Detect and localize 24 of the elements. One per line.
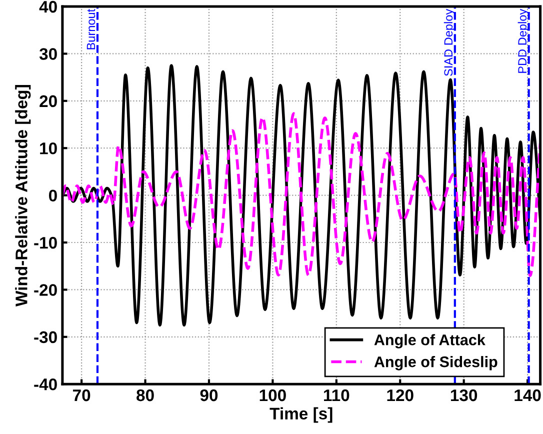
legend-label: Angle of Sideslip bbox=[374, 356, 498, 370]
y-tick-label: -10 bbox=[34, 236, 57, 249]
ref-line-label: PDD Deploy bbox=[518, 8, 529, 73]
x-axis-title: Time [s] bbox=[270, 407, 332, 423]
ref-line-label: Burnout bbox=[86, 8, 96, 50]
y-tick-label: 0 bbox=[48, 190, 57, 202]
x-tick-label: 90 bbox=[200, 389, 218, 402]
x-tick-label: 140 bbox=[514, 389, 541, 402]
x-tick-label: 120 bbox=[387, 389, 414, 402]
y-tick-label: 40 bbox=[39, 0, 57, 13]
y-tick-label: 10 bbox=[40, 142, 57, 154]
x-tick-label: 100 bbox=[260, 389, 286, 402]
y-tick-label: 20 bbox=[40, 95, 57, 108]
y-tick-label: -30 bbox=[34, 331, 57, 344]
ref-line-label: SIAD Deploy bbox=[444, 8, 455, 76]
y-tick-label: -20 bbox=[34, 284, 57, 296]
x-tick-label: 70 bbox=[73, 389, 90, 402]
y-tick-label: -40 bbox=[34, 378, 57, 390]
y-axis-title: Wind-Relative Attitude [deg] bbox=[15, 85, 31, 306]
legend-label: Angle of Attack bbox=[374, 334, 486, 348]
x-tick-label: 80 bbox=[136, 389, 154, 402]
x-tick-label: 130 bbox=[450, 389, 478, 402]
x-tick-label: 110 bbox=[324, 389, 350, 402]
y-tick-label: 30 bbox=[39, 48, 57, 60]
